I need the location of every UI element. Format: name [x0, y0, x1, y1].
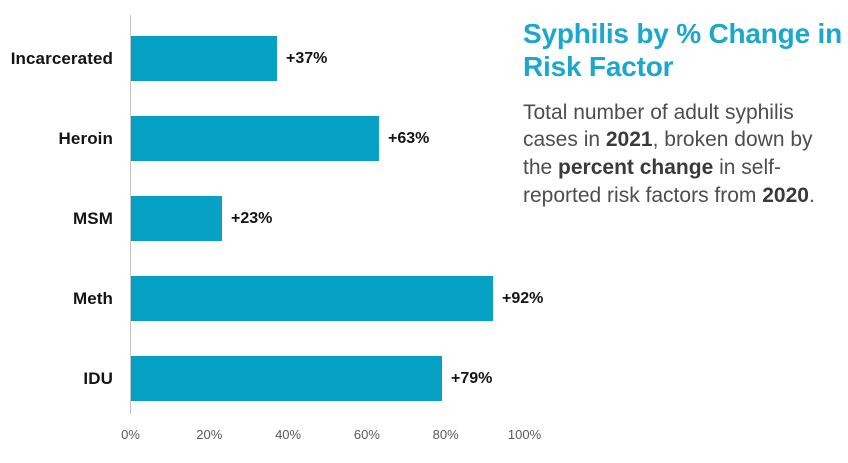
x-tick-label: 80% [432, 427, 459, 442]
bar-msm [131, 196, 222, 241]
x-tick-label: 0% [121, 427, 140, 442]
x-tick-label: 100% [507, 427, 542, 442]
bar-idu [131, 356, 442, 401]
x-tick-label: 40% [275, 427, 302, 442]
description-segment: . [808, 183, 815, 207]
category-label: Heroin [58, 128, 113, 148]
description-segment: , broken down by the [523, 128, 813, 179]
chart-title: Syphilis by % Change in Risk Factor [523, 18, 843, 82]
category-label: Meth [72, 288, 113, 308]
bar-heroin [131, 116, 379, 161]
x-tick-label: 20% [196, 427, 223, 442]
bar-incarcerated [131, 36, 277, 81]
side-panel: Syphilis by % Change in Risk Factor Tota… [523, 18, 843, 209]
y-axis-line [130, 15, 131, 414]
category-label: MSM [73, 208, 113, 228]
description-bold-segment: 2020 [762, 183, 809, 207]
value-label: +63% [388, 129, 430, 147]
x-tick-label: 60% [353, 427, 380, 442]
bar-meth [131, 276, 493, 321]
value-label: +37% [286, 49, 328, 67]
chart-description: Total number of adult syphilis cases in … [523, 99, 843, 210]
description-bold-segment: percent change [558, 155, 714, 179]
description-segment: Total number of adult syphilis cases in [523, 100, 794, 152]
value-label: +79% [451, 369, 493, 387]
category-label: Incarcerated [10, 48, 113, 68]
value-label: +23% [231, 209, 273, 227]
description-bold-segment: 2021 [605, 128, 653, 152]
description-segment: in self-reported risk factors from [523, 155, 781, 207]
value-label: +92% [502, 289, 544, 307]
category-label: IDU [83, 368, 113, 388]
